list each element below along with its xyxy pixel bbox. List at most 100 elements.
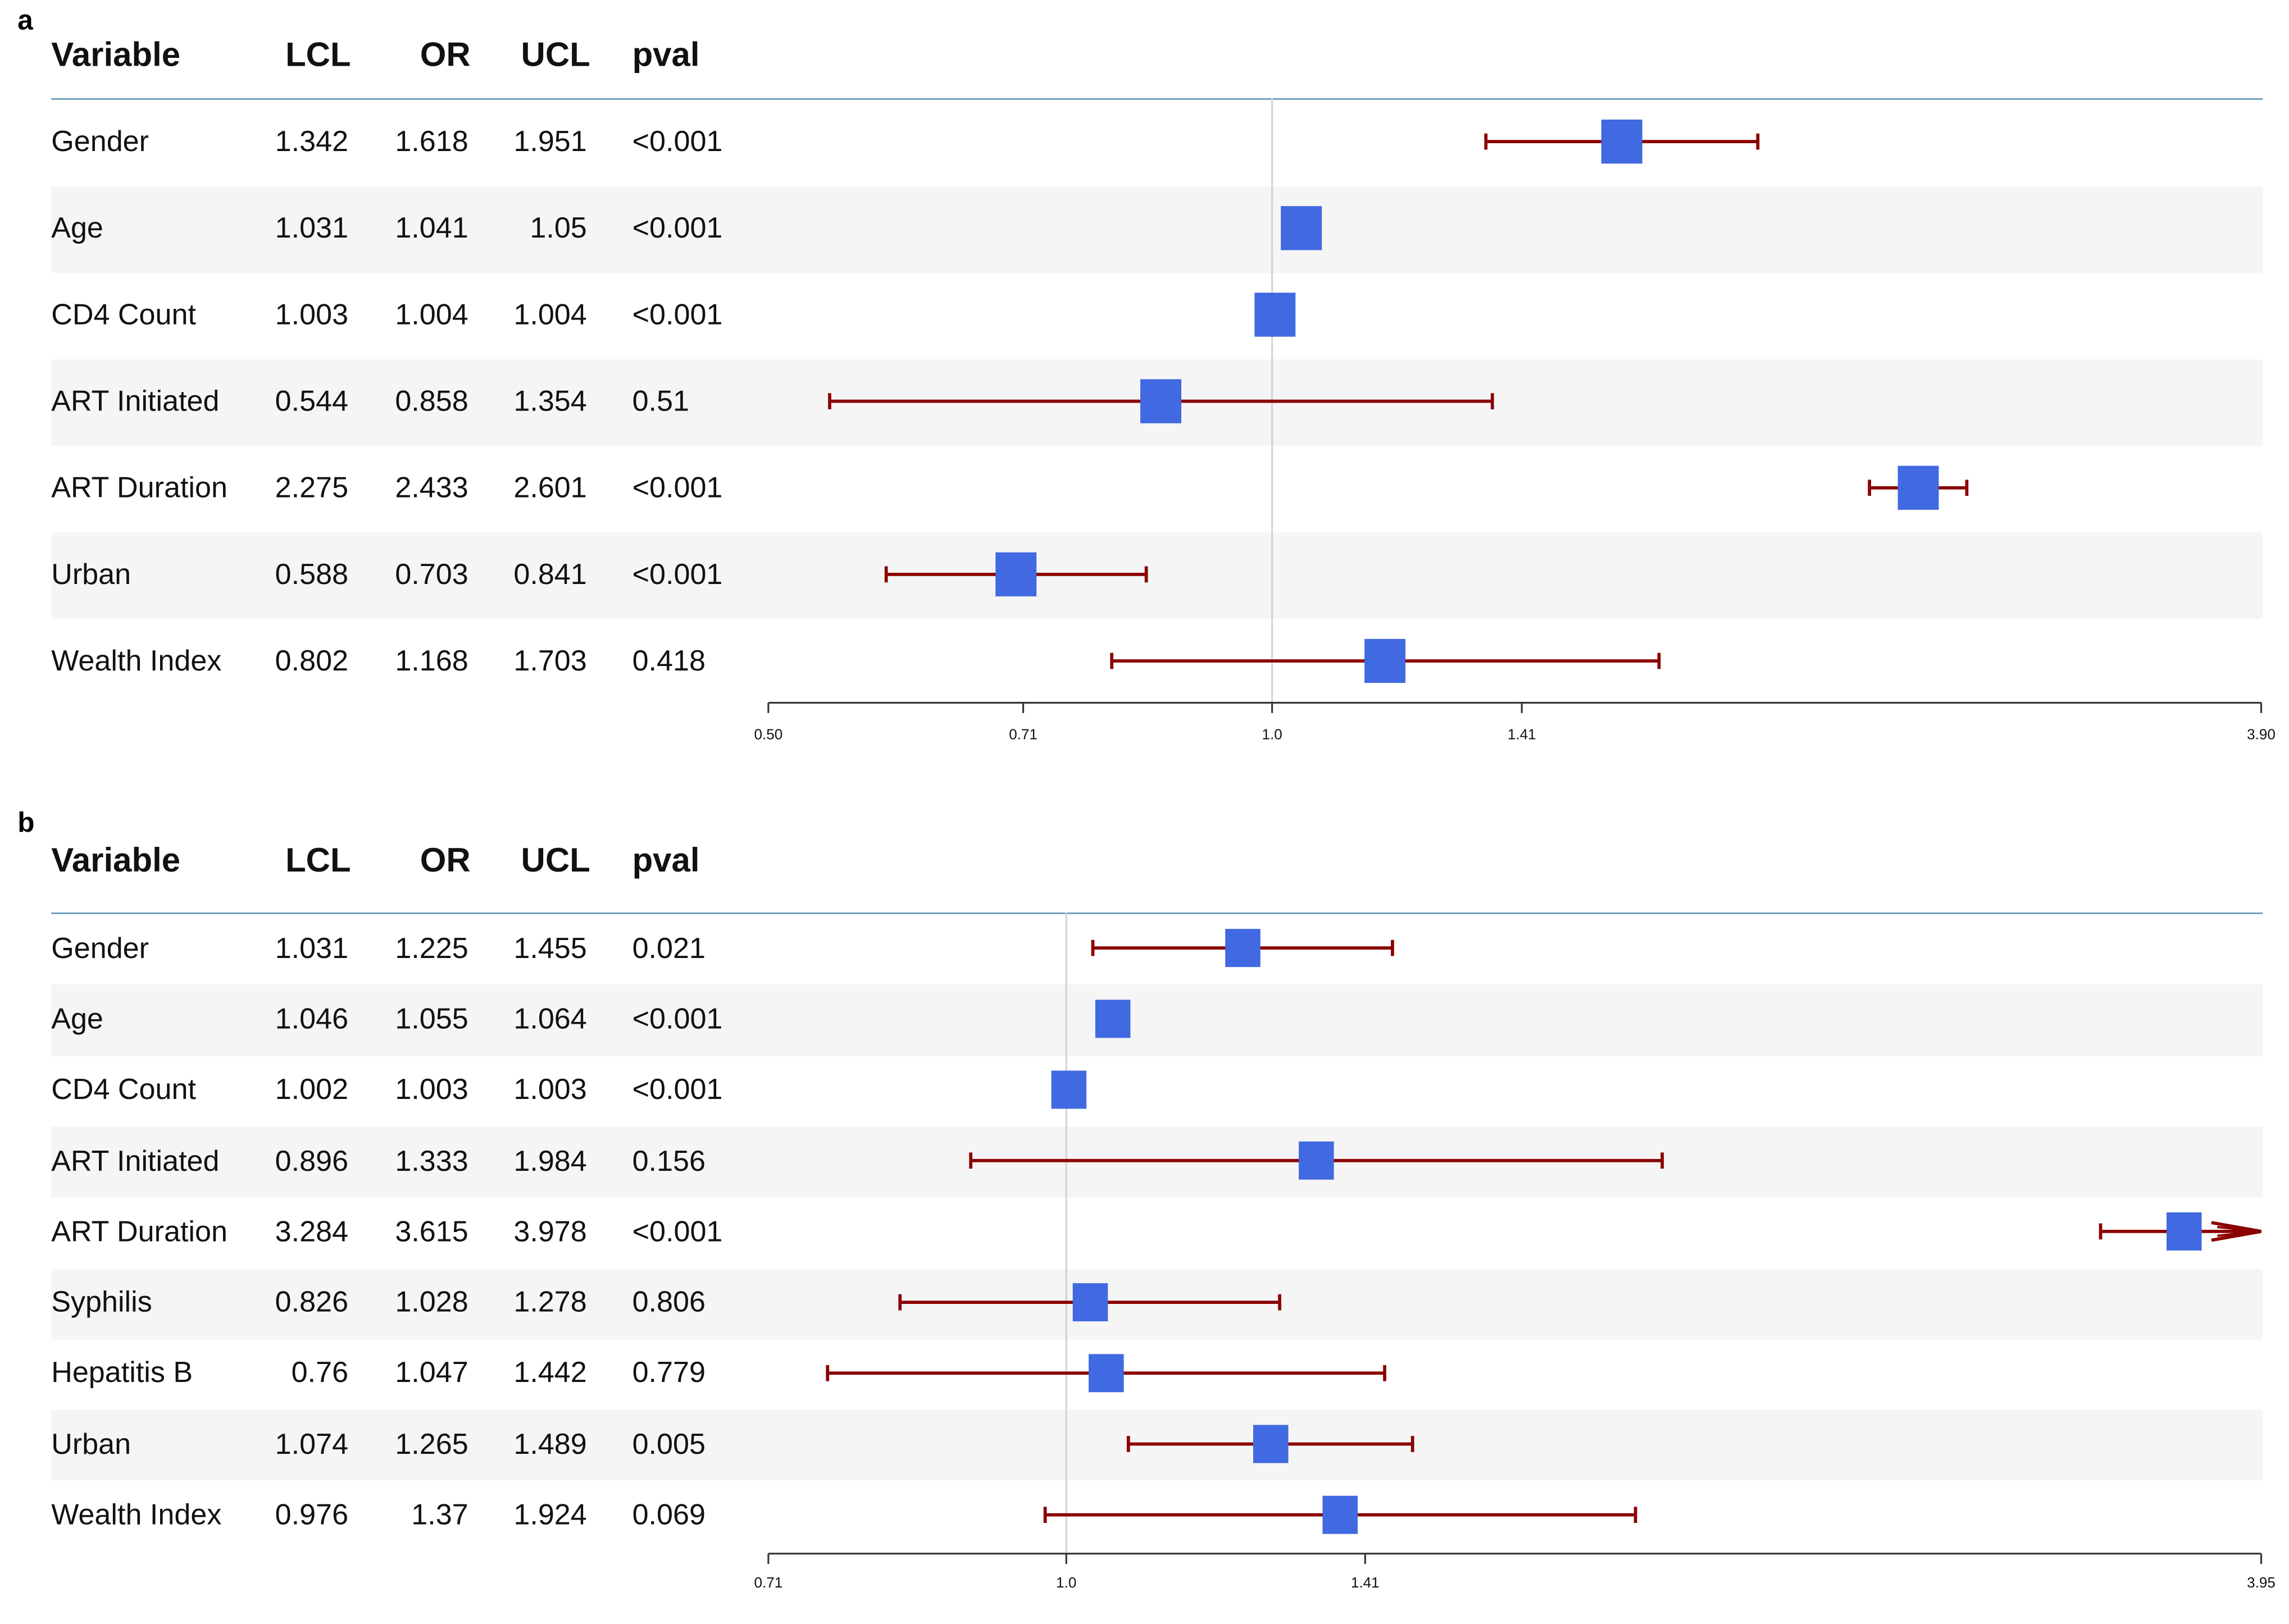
- cell-lcl: 1.031: [275, 932, 349, 965]
- cell-ucl: 1.951: [513, 126, 587, 159]
- x-tick-label: 1.0: [1262, 726, 1282, 743]
- cell-ucl: 3.978: [513, 1216, 587, 1248]
- header-rule: [51, 913, 2263, 914]
- cell-variable: Age: [51, 1003, 103, 1036]
- table-row: ART Duration 3.284 3.615 3.978 <0.001: [51, 1197, 2263, 1268]
- cell-pval: <0.001: [632, 126, 723, 159]
- cell-ucl: 0.841: [513, 559, 587, 591]
- cell-or: 1.055: [395, 1003, 468, 1036]
- cell-or: 1.333: [395, 1145, 468, 1178]
- x-tick-label: 1.41: [1351, 1574, 1380, 1591]
- x-tick-label: 3.95: [2247, 1574, 2276, 1591]
- cell-ucl: 1.455: [513, 932, 587, 965]
- table-row: ART Initiated 0.544 0.858 1.354 0.51: [51, 359, 2263, 446]
- x-tick-label: 0.71: [1009, 726, 1037, 743]
- panel-b: b Variable LCL OR UCL pval Gender 1.031 1.225 1.…: [0, 802, 2289, 1602]
- x-tick-label: 1.0: [1056, 1574, 1076, 1591]
- cell-or: 1.37: [411, 1499, 468, 1532]
- x-tick-label: 3.90: [2247, 726, 2276, 743]
- header-ucl: UCL: [521, 35, 590, 74]
- cell-lcl: 0.976: [275, 1499, 349, 1532]
- or-box: [1225, 929, 1260, 968]
- or-box: [1089, 1354, 1124, 1393]
- cell-or: 1.041: [395, 212, 468, 245]
- or-box: [1072, 1283, 1108, 1322]
- cell-or: 1.168: [395, 645, 468, 678]
- cell-lcl: 1.046: [275, 1003, 349, 1036]
- cell-pval: <0.001: [632, 1216, 723, 1248]
- cell-lcl: 1.342: [275, 126, 349, 159]
- cell-variable: Gender: [51, 932, 149, 965]
- or-box: [1140, 379, 1182, 423]
- cell-lcl: 1.002: [275, 1074, 349, 1107]
- or-box: [1254, 293, 1296, 337]
- cell-ucl: 1.703: [513, 645, 587, 678]
- cell-or: 1.028: [395, 1287, 468, 1320]
- cell-lcl: 1.074: [275, 1428, 349, 1461]
- panel-a: a Variable LCL OR UCL pval Gender 1.342 1.618 1.…: [0, 0, 2289, 763]
- cell-variable: Age: [51, 212, 103, 245]
- cell-lcl: 3.284: [275, 1216, 349, 1248]
- x-tick-label: 1.41: [1508, 726, 1536, 743]
- cell-variable: ART Initiated: [51, 1145, 220, 1178]
- x-tick-label: 0.71: [754, 1574, 783, 1591]
- cell-variable: Wealth Index: [51, 1499, 222, 1532]
- header-rule: [51, 98, 2263, 100]
- cell-variable: ART Duration: [51, 1216, 227, 1248]
- table-row: ART Duration 2.275 2.433 2.601 <0.001: [51, 446, 2263, 532]
- cell-or: 1.047: [395, 1357, 468, 1390]
- cell-lcl: 0.896: [275, 1145, 349, 1178]
- cell-pval: <0.001: [632, 1003, 723, 1036]
- header-pval: pval: [632, 841, 700, 879]
- header-pval: pval: [632, 35, 700, 74]
- cell-pval: <0.001: [632, 1074, 723, 1107]
- cell-ucl: 1.442: [513, 1357, 587, 1390]
- cell-or: 1.004: [395, 299, 468, 332]
- cell-variable: Syphilis: [51, 1287, 152, 1320]
- forest-plot: 0.50 0.71 1.0 1.41 3.90: [754, 98, 2276, 743]
- cell-pval: 0.021: [632, 932, 706, 965]
- or-box: [1299, 1141, 1334, 1180]
- cell-pval: <0.001: [632, 212, 723, 245]
- cell-or: 3.615: [395, 1216, 468, 1248]
- cell-ucl: 1.924: [513, 1499, 587, 1532]
- cell-ucl: 1.003: [513, 1074, 587, 1107]
- cell-lcl: 1.003: [275, 299, 349, 332]
- header-lcl: LCL: [285, 841, 351, 879]
- cell-variable: Gender: [51, 126, 149, 159]
- table-row: Age 1.046 1.055 1.064 <0.001: [51, 984, 2263, 1056]
- header-or: OR: [420, 35, 471, 74]
- header-ucl: UCL: [521, 841, 590, 879]
- cell-ucl: 1.489: [513, 1428, 587, 1461]
- panel-label: a: [17, 6, 33, 37]
- header-or: OR: [420, 841, 471, 879]
- cell-variable: Wealth Index: [51, 645, 222, 678]
- cell-pval: <0.001: [632, 299, 723, 332]
- cell-pval: 0.156: [632, 1145, 706, 1178]
- cell-lcl: 0.76: [291, 1357, 349, 1390]
- table-row: Hepatitis B 0.76 1.047 1.442 0.779: [51, 1339, 2263, 1410]
- table-row: Age 1.031 1.041 1.05 <0.001: [51, 186, 2263, 273]
- cell-variable: ART Initiated: [51, 386, 220, 418]
- table-row: Wealth Index 0.976 1.37 1.924 0.069: [51, 1481, 2263, 1552]
- cell-lcl: 0.588: [275, 559, 349, 591]
- cell-ucl: 1.004: [513, 299, 587, 332]
- header-lcl: LCL: [285, 35, 351, 74]
- table-row: Wealth Index 0.802 1.168 1.703 0.418: [51, 619, 2263, 706]
- cell-variable: ART Duration: [51, 472, 227, 505]
- or-box: [1322, 1495, 1358, 1534]
- or-box: [2166, 1212, 2202, 1251]
- or-box: [1281, 206, 1322, 250]
- cell-variable: Urban: [51, 559, 131, 591]
- cell-lcl: 0.802: [275, 645, 349, 678]
- header-variable: Variable: [51, 35, 181, 74]
- or-box: [1364, 638, 1406, 683]
- cell-variable: CD4 Count: [51, 299, 196, 332]
- cell-pval: <0.001: [632, 472, 723, 505]
- cell-or: 1.618: [395, 126, 468, 159]
- table-row: Urban 0.588 0.703 0.841 <0.001: [51, 532, 2263, 619]
- cell-pval: 0.069: [632, 1499, 706, 1532]
- cell-pval: 0.806: [632, 1287, 706, 1320]
- or-box: [1897, 466, 1939, 510]
